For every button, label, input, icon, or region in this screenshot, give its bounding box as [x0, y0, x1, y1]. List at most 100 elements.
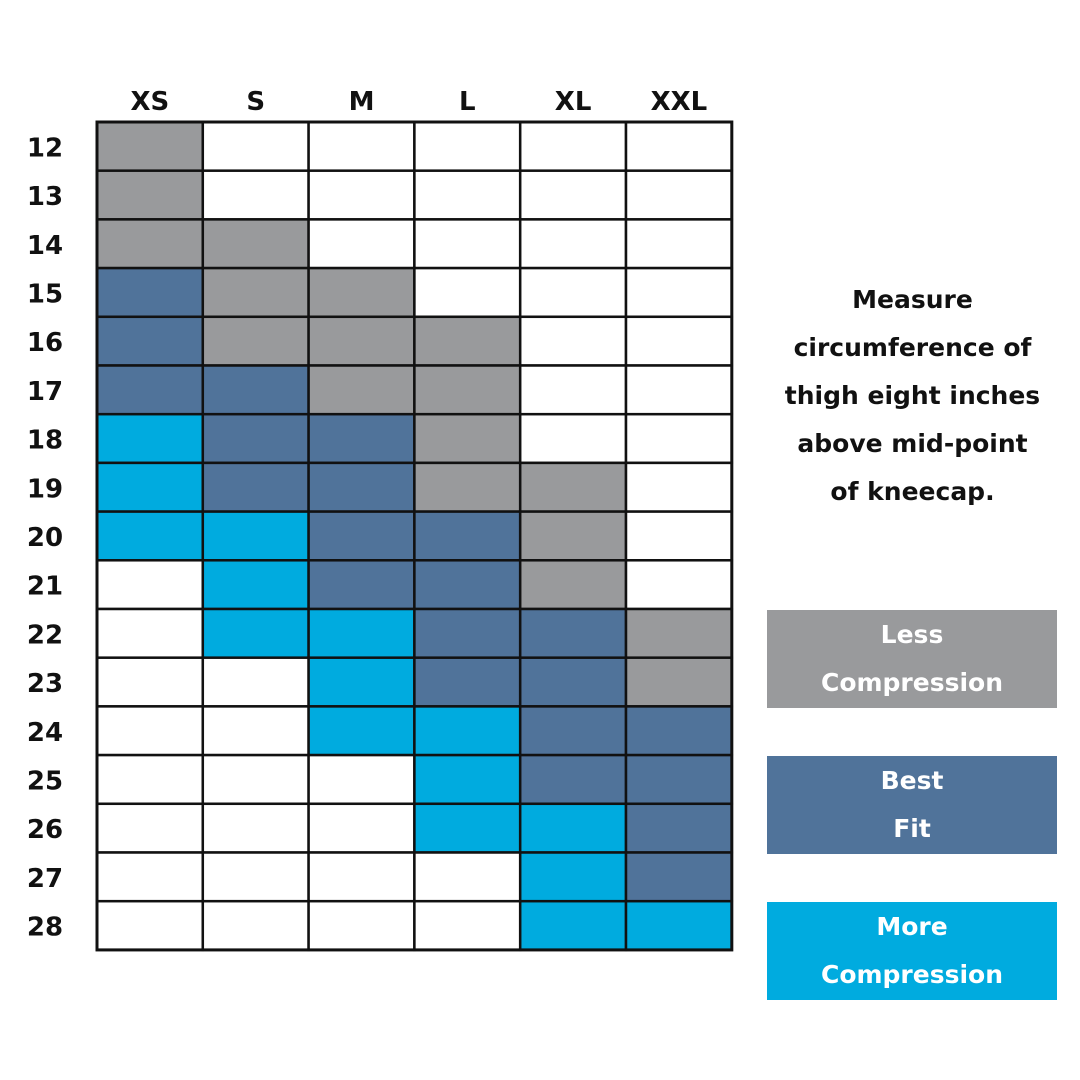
row-label-21: 21 — [27, 572, 63, 602]
instruction-line: above mid-point — [797, 429, 1028, 458]
cell-26-xl — [518, 802, 628, 854]
cell-14-xs — [95, 218, 205, 270]
cell-21-l — [413, 559, 522, 611]
cell-21-s — [201, 559, 310, 611]
cell-16-s — [201, 315, 310, 367]
cell-16-xs — [95, 315, 205, 367]
cell-13-s — [201, 169, 310, 221]
cell-17-xs — [95, 364, 205, 416]
instruction-line: of kneecap. — [830, 477, 995, 506]
legend-label: Less — [880, 620, 944, 649]
instruction-line: Measure — [852, 285, 973, 314]
cell-15-l — [413, 266, 522, 319]
cell-19-m — [307, 461, 416, 513]
cell-13-xl — [518, 169, 628, 221]
cell-19-xxl — [624, 461, 734, 513]
cell-19-xs — [95, 461, 205, 513]
cell-20-l — [413, 510, 522, 562]
cell-21-m — [307, 559, 416, 611]
cell-26-s — [201, 802, 310, 854]
cell-25-xxl — [624, 753, 734, 806]
cell-15-xl — [518, 266, 628, 319]
cell-14-xxl — [624, 218, 734, 270]
cell-17-xxl — [624, 364, 734, 416]
row-label-16: 16 — [27, 328, 63, 358]
row-label-14: 14 — [27, 231, 63, 261]
cell-22-m — [307, 607, 416, 659]
cell-26-l — [413, 802, 522, 854]
cell-21-xs — [95, 559, 205, 611]
row-label-17: 17 — [27, 377, 63, 407]
cell-15-xxl — [624, 266, 734, 319]
cell-25-l — [413, 753, 522, 806]
instruction-line: circumference of — [793, 333, 1032, 362]
cell-12-xs — [95, 120, 205, 172]
cell-24-l — [413, 705, 522, 757]
cell-16-xxl — [624, 315, 734, 367]
cell-13-xs — [95, 169, 205, 221]
cell-12-xl — [518, 120, 628, 172]
row-label-18: 18 — [27, 426, 63, 456]
row-label-25: 25 — [27, 766, 63, 796]
row-label-26: 26 — [27, 815, 63, 845]
cell-28-m — [307, 899, 416, 952]
column-header-xxl: XXL — [651, 87, 708, 117]
cell-17-s — [201, 364, 310, 416]
row-label-19: 19 — [27, 474, 63, 504]
cell-20-xl — [518, 510, 628, 562]
row-label-15: 15 — [27, 279, 63, 309]
instruction-line: thigh eight inches — [784, 381, 1041, 410]
row-label-12: 12 — [27, 133, 63, 163]
cell-18-l — [413, 412, 522, 465]
cell-25-xs — [95, 753, 205, 806]
cell-28-l — [413, 899, 522, 952]
cell-26-xxl — [624, 802, 734, 854]
legend-label: Compression — [820, 668, 1004, 697]
column-header-xl: XL — [555, 87, 592, 117]
cell-25-xl — [518, 753, 628, 806]
cell-24-m — [307, 705, 416, 757]
cell-19-xl — [518, 461, 628, 513]
cell-23-s — [201, 656, 310, 708]
cell-23-xl — [518, 656, 628, 708]
cell-27-xl — [518, 851, 628, 903]
cell-25-s — [201, 753, 310, 806]
cell-22-xxl — [624, 607, 734, 659]
cell-20-xs — [95, 510, 205, 562]
row-label-13: 13 — [27, 182, 63, 212]
cell-17-m — [307, 364, 416, 416]
legend-more-compression: More Compression — [767, 902, 1057, 1000]
cell-12-l — [413, 120, 522, 172]
cell-12-s — [201, 120, 310, 172]
cell-16-l — [413, 315, 522, 367]
row-label-23: 23 — [27, 669, 63, 699]
cell-18-m — [307, 412, 416, 465]
cell-27-xxl — [624, 851, 734, 903]
cell-27-l — [413, 851, 522, 903]
cell-19-l — [413, 461, 522, 513]
measurement-instructions: Measure circumference of thigh eight inc… — [770, 276, 1055, 516]
cell-28-xs — [95, 899, 205, 952]
cell-18-s — [201, 412, 310, 465]
cell-27-m — [307, 851, 416, 903]
cell-21-xxl — [624, 559, 734, 611]
cell-14-xl — [518, 218, 628, 270]
cell-13-m — [307, 169, 416, 221]
cell-13-l — [413, 169, 522, 221]
cell-20-s — [201, 510, 310, 562]
cell-12-xxl — [624, 120, 734, 172]
cell-28-s — [201, 899, 310, 952]
cell-23-l — [413, 656, 522, 708]
cell-22-l — [413, 607, 522, 659]
cell-28-xxl — [624, 899, 734, 952]
column-header-m: M — [349, 87, 375, 117]
cell-23-xxl — [624, 656, 734, 708]
cell-18-xxl — [624, 412, 734, 465]
cell-26-xs — [95, 802, 205, 854]
cell-14-l — [413, 218, 522, 270]
cell-23-xs — [95, 656, 205, 708]
cell-18-xs — [95, 412, 205, 465]
cell-26-m — [307, 802, 416, 854]
legend-label: More — [876, 912, 948, 941]
